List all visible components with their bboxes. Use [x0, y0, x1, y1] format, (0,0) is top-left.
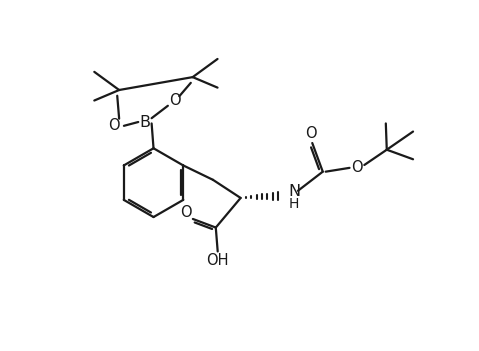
Text: O: O: [306, 126, 317, 141]
Text: O: O: [352, 160, 363, 176]
Text: O: O: [181, 205, 192, 220]
Text: O: O: [169, 93, 181, 107]
Text: B: B: [139, 114, 150, 130]
Text: H: H: [289, 197, 299, 211]
Text: OH: OH: [206, 253, 229, 269]
Text: N: N: [288, 184, 300, 199]
Text: O: O: [109, 118, 120, 133]
